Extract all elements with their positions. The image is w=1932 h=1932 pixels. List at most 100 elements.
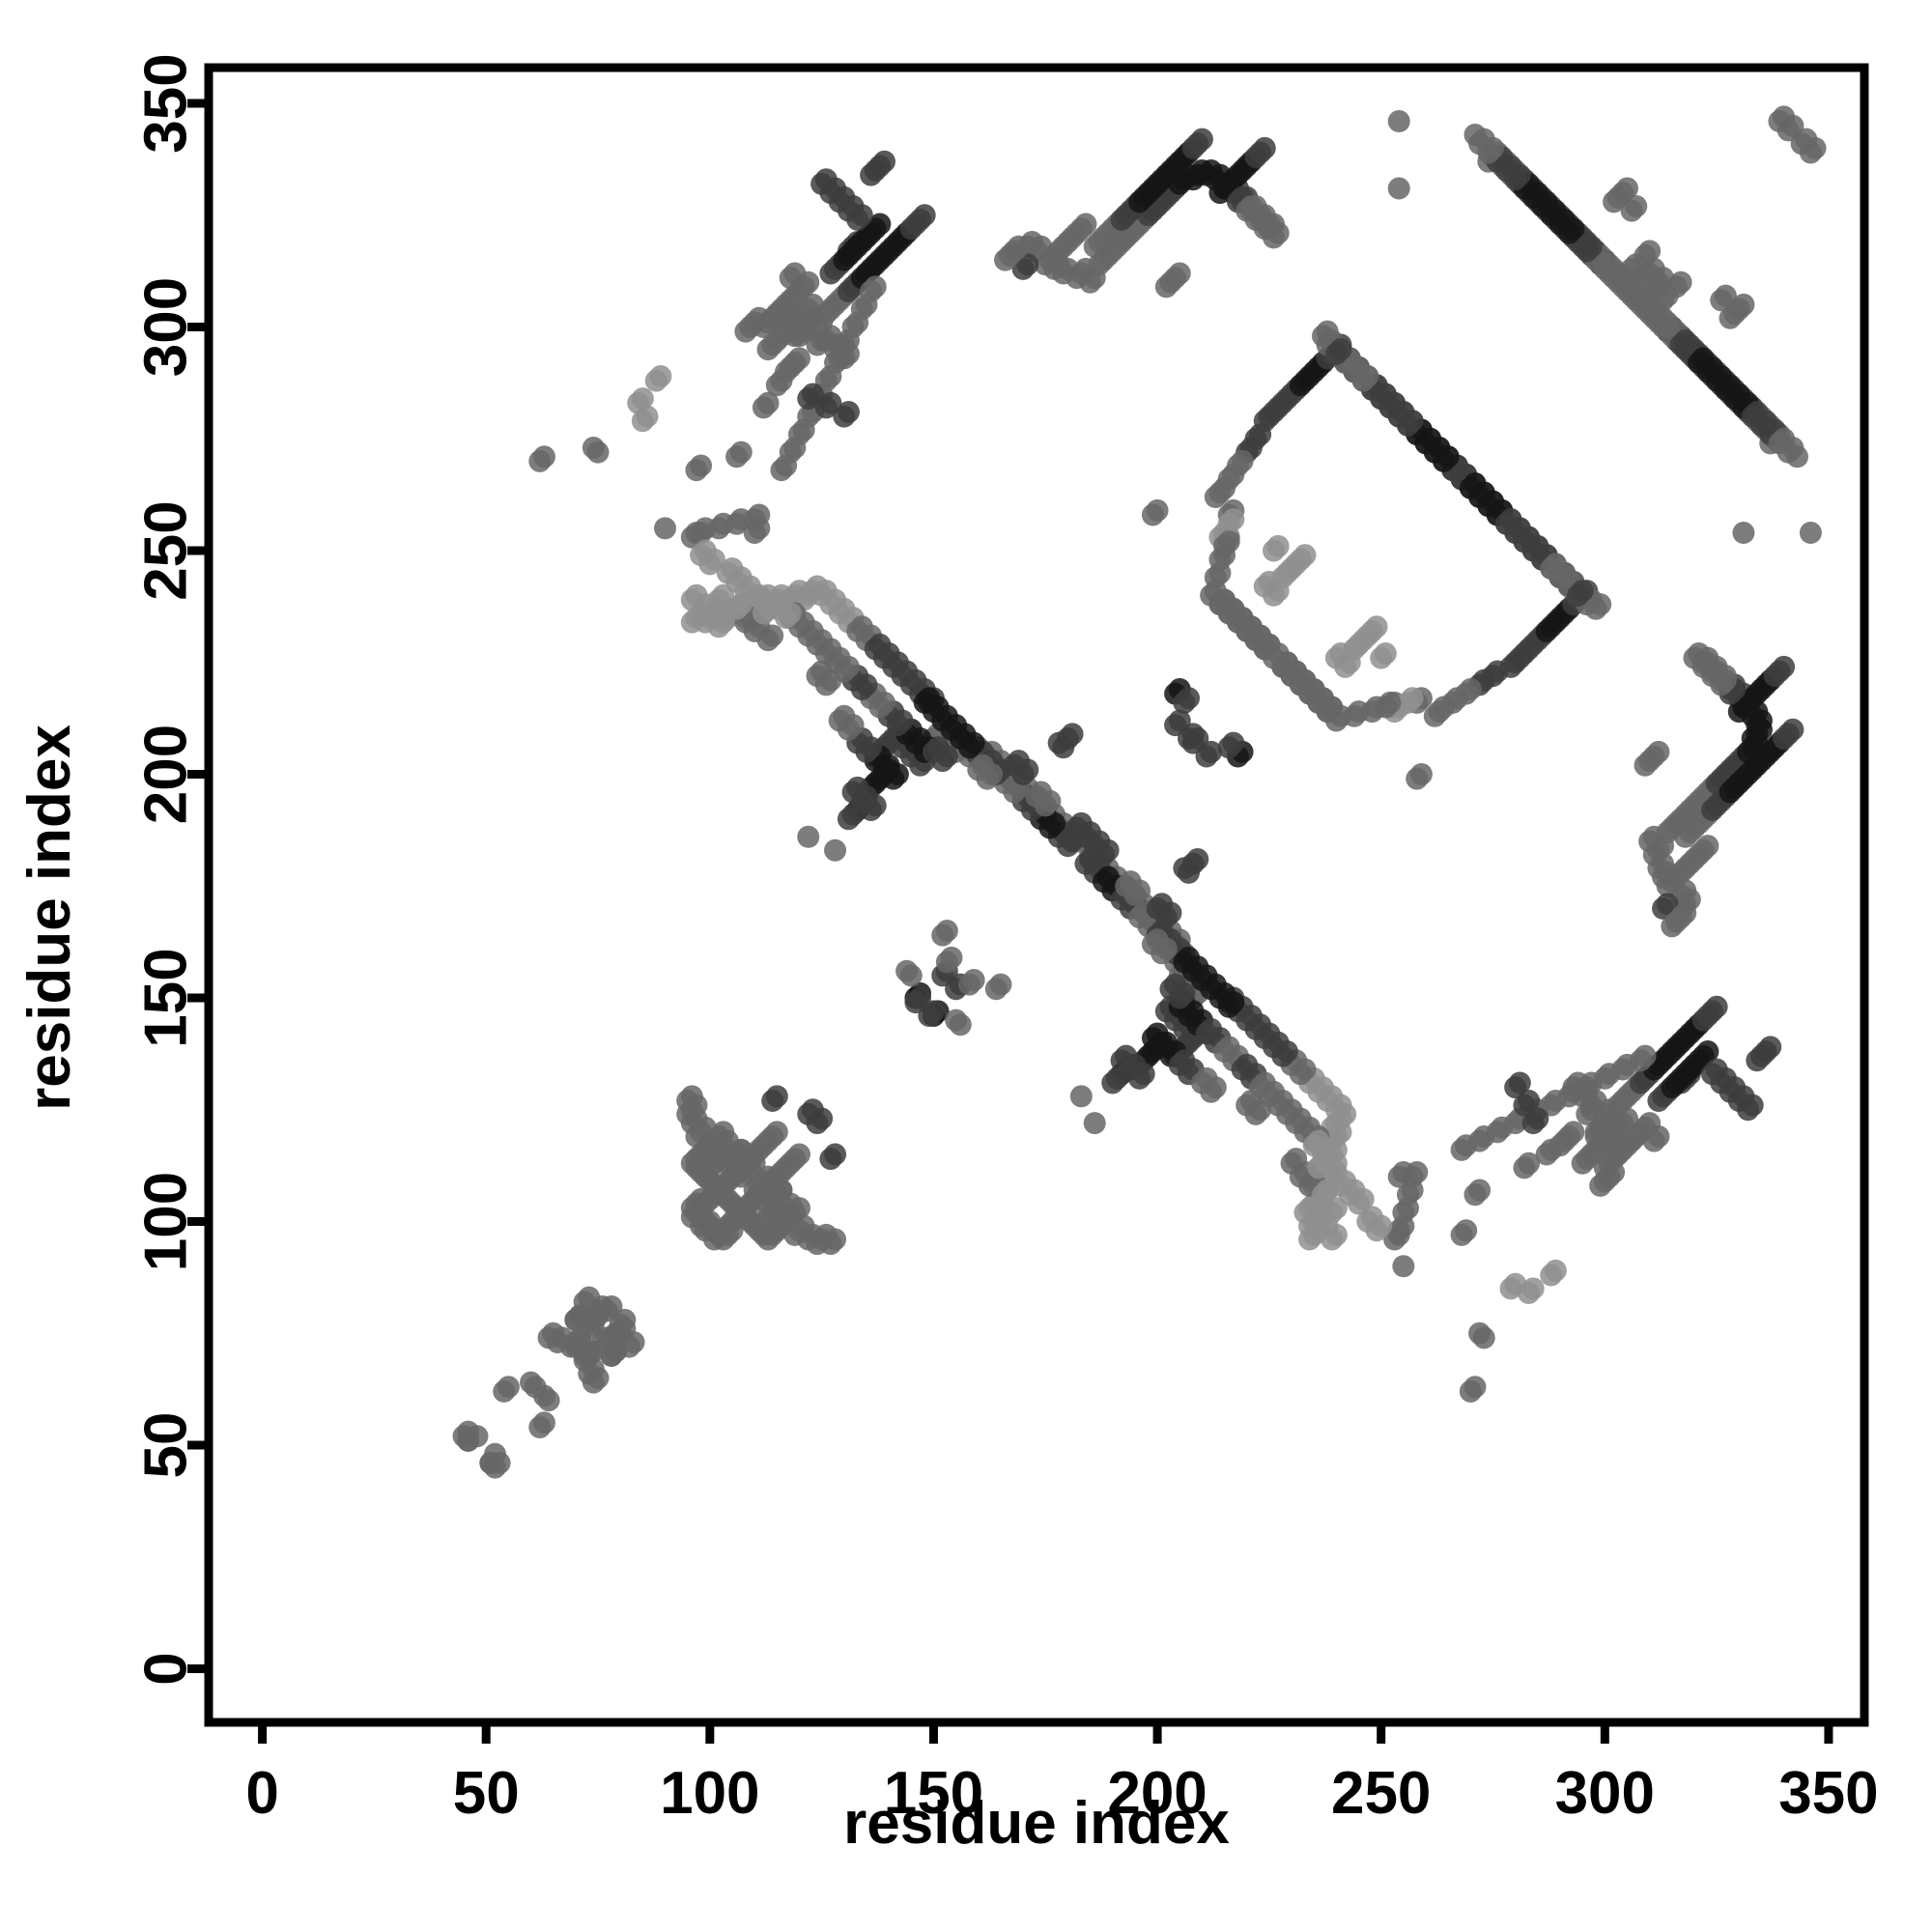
contact-point bbox=[457, 1420, 480, 1443]
contact-point bbox=[1696, 835, 1719, 858]
contact-point bbox=[1154, 275, 1178, 298]
contact-point bbox=[1200, 740, 1223, 763]
contact-point bbox=[1674, 901, 1697, 924]
contact-point bbox=[824, 1228, 847, 1251]
contact-point bbox=[1759, 1036, 1782, 1059]
contact-point bbox=[752, 602, 775, 625]
y-tick-label: 350 bbox=[133, 53, 200, 153]
contact-point bbox=[1615, 1107, 1638, 1130]
contact-point bbox=[622, 1330, 645, 1353]
contact-point bbox=[962, 968, 985, 991]
contact-point bbox=[712, 1121, 735, 1144]
contact-point bbox=[1625, 195, 1648, 218]
contact-point bbox=[846, 776, 869, 799]
contact-point bbox=[833, 704, 856, 727]
contact-point bbox=[1181, 723, 1205, 746]
contact-point bbox=[729, 593, 753, 616]
contact-point bbox=[537, 1389, 560, 1412]
contact-point bbox=[1168, 709, 1191, 732]
contact-point bbox=[729, 1138, 753, 1161]
contact-point bbox=[1016, 253, 1039, 276]
contact-point bbox=[1387, 177, 1410, 200]
contact-point bbox=[1508, 1071, 1531, 1094]
contact-point bbox=[712, 512, 735, 535]
contact-point bbox=[649, 364, 672, 387]
contact-point bbox=[1146, 498, 1169, 522]
contact-point bbox=[1544, 1259, 1567, 1282]
contact-point bbox=[1387, 110, 1410, 133]
contact-point bbox=[1190, 128, 1213, 151]
contact-point bbox=[748, 503, 771, 526]
contact-point bbox=[1316, 320, 1339, 343]
contact-point bbox=[1222, 508, 1245, 531]
contact-point bbox=[1178, 687, 1200, 710]
contact-point bbox=[578, 1286, 601, 1309]
contact-point bbox=[1069, 811, 1093, 835]
contact-point bbox=[814, 168, 838, 191]
contact-point bbox=[1365, 615, 1388, 639]
contact-point bbox=[729, 508, 753, 531]
contact-point bbox=[1173, 857, 1196, 880]
plot-frame bbox=[204, 63, 1869, 1727]
contact-point bbox=[756, 391, 780, 414]
contact-point bbox=[1401, 1179, 1424, 1202]
contact-point bbox=[1378, 691, 1402, 714]
x-tick-label: 300 bbox=[1555, 1760, 1655, 1827]
contact-point bbox=[1625, 253, 1648, 276]
contact-point bbox=[1732, 293, 1755, 316]
contact-point bbox=[922, 1000, 945, 1023]
contact-point bbox=[1521, 1277, 1545, 1300]
x-tick-label: 0 bbox=[245, 1760, 278, 1827]
contact-point bbox=[1168, 262, 1191, 285]
contact-point bbox=[497, 1376, 520, 1399]
contact-point bbox=[1781, 718, 1804, 741]
contact-point bbox=[1146, 928, 1169, 952]
contact-point bbox=[1329, 338, 1352, 361]
contact-point bbox=[1579, 1098, 1603, 1122]
contact-point bbox=[1634, 753, 1657, 777]
contact-point bbox=[1392, 1255, 1415, 1278]
x-tick-label: 150 bbox=[884, 1760, 983, 1827]
contact-point bbox=[935, 920, 958, 943]
contact-point bbox=[1656, 284, 1679, 307]
contact-point bbox=[1007, 235, 1030, 258]
contact-point bbox=[810, 328, 834, 352]
contact-point bbox=[1222, 991, 1245, 1014]
contact-point bbox=[1030, 781, 1053, 804]
contact-point bbox=[1656, 893, 1679, 916]
contact-point bbox=[1204, 1076, 1227, 1099]
contact-point bbox=[654, 517, 677, 540]
y-tick-label: 300 bbox=[133, 277, 200, 377]
contact-point bbox=[1603, 1161, 1626, 1184]
contact-point bbox=[824, 838, 847, 862]
contact-point bbox=[1472, 1326, 1495, 1350]
contact-point bbox=[1074, 213, 1097, 236]
contact-point bbox=[721, 557, 744, 581]
contact-point bbox=[1571, 580, 1594, 603]
contact-point bbox=[765, 1121, 788, 1144]
contact-point bbox=[1714, 284, 1737, 307]
contact-point bbox=[787, 1143, 810, 1166]
contact-point bbox=[1387, 1223, 1410, 1246]
contact-point bbox=[551, 1326, 574, 1350]
contact-point bbox=[1589, 593, 1612, 616]
contact-point bbox=[1213, 588, 1236, 611]
contact-point bbox=[1307, 1129, 1330, 1152]
contact-point bbox=[1773, 105, 1796, 128]
contact-point bbox=[1096, 838, 1120, 862]
contact-point bbox=[868, 213, 892, 236]
contact-point bbox=[1468, 1179, 1492, 1202]
contact-point bbox=[1526, 1107, 1549, 1130]
contact-point bbox=[1615, 177, 1638, 200]
contact-point bbox=[729, 440, 753, 464]
contact-point bbox=[1132, 1063, 1155, 1086]
contact-point bbox=[895, 959, 919, 982]
contact-point bbox=[801, 293, 824, 316]
contact-point bbox=[1696, 1040, 1719, 1064]
contact-point bbox=[980, 763, 1004, 785]
contact-point bbox=[600, 1294, 623, 1318]
contact-point bbox=[748, 306, 771, 329]
contact-point bbox=[1463, 1376, 1487, 1399]
